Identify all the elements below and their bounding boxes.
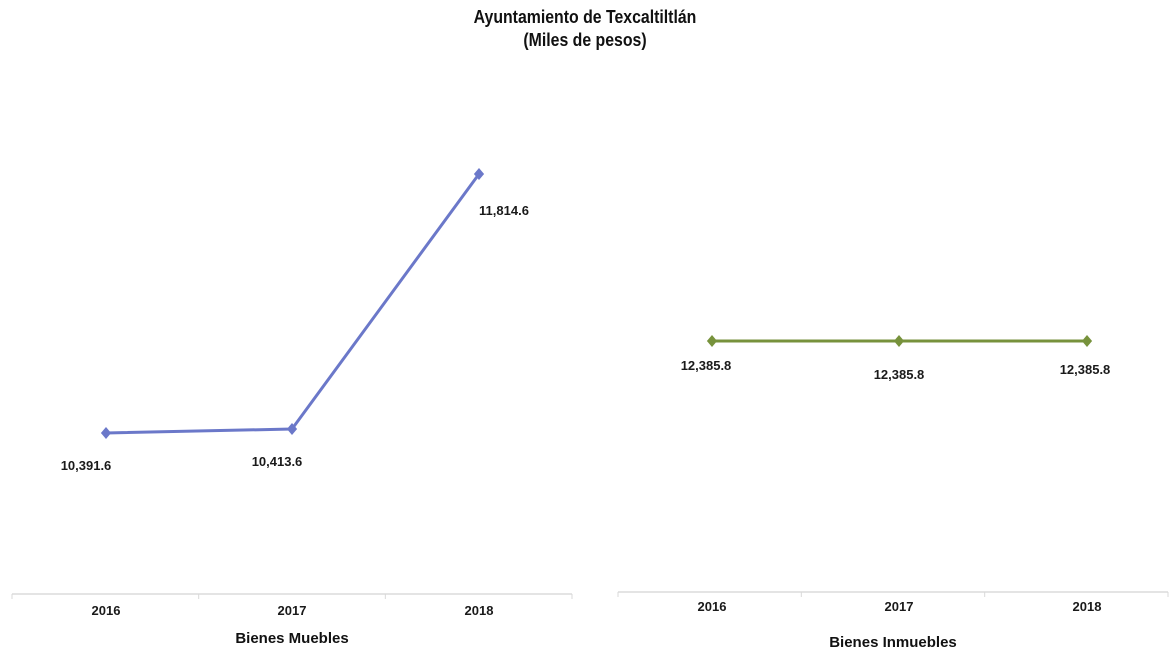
x-axis-title: Bienes Inmuebles [829,634,957,650]
data-point-marker [893,335,905,347]
chart-title-block: Ayuntamiento de Texcaltiltlán (Miles de … [0,6,1170,52]
x-tick-label: 2016 [698,599,727,614]
data-point-marker [1081,335,1093,347]
data-point-marker [473,168,485,180]
data-label: 10,391.6 [61,458,112,473]
data-label: 12,385.8 [874,367,925,382]
chart-subtitle: (Miles de pesos) [523,30,647,50]
x-tick-label: 2018 [1073,599,1102,614]
chart-title: Ayuntamiento de Texcaltiltlán [473,7,697,27]
data-label: 12,385.8 [681,358,732,373]
chart-inmuebles: 2016 2017 2018 Bienes Inmuebles 12,385.8 12,3… [617,335,1169,650]
data-label: 10,413.6 [252,454,303,469]
data-label: 12,385.8 [1060,362,1111,377]
series-line [105,173,481,435]
data-point-marker [100,427,112,439]
chart-muebles: 2016 2017 2018 Bienes Muebles 10,391.6 10,413… [11,168,573,647]
data-label: 11,814.6 [479,203,529,218]
data-point-marker [286,422,298,435]
data-point-marker [706,335,718,347]
x-axis-title: Bienes Muebles [235,630,348,647]
x-tick-label: 2016 [92,603,121,618]
x-tick-label: 2017 [278,603,307,618]
x-tick-label: 2017 [885,599,914,614]
x-tick-label: 2018 [465,603,494,618]
